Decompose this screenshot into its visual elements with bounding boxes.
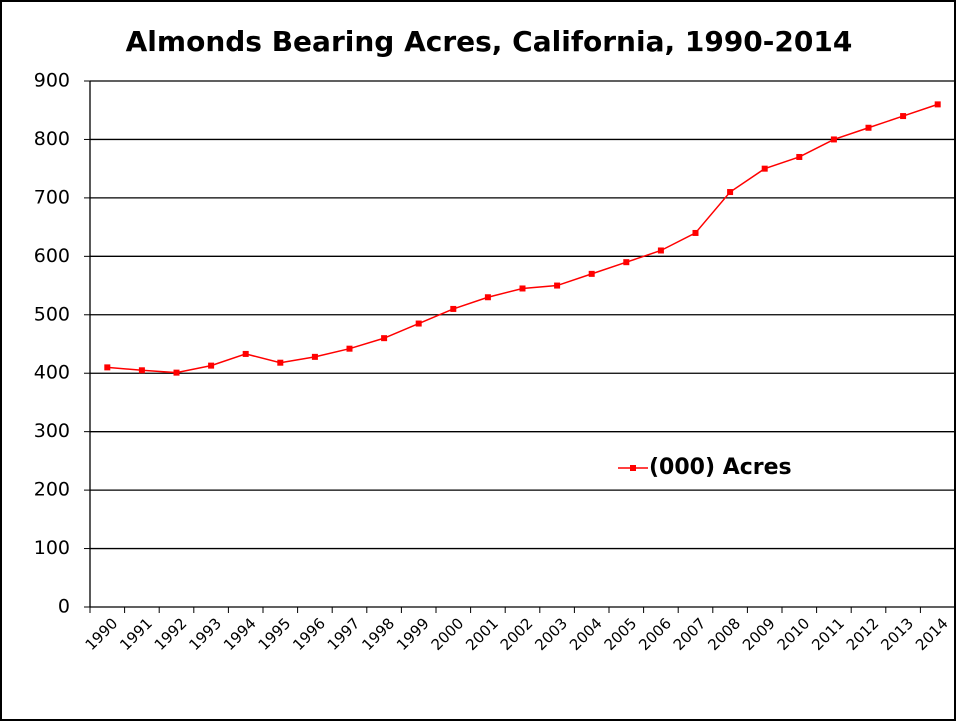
data-point <box>242 350 249 357</box>
data-point <box>830 136 837 143</box>
data-point <box>588 270 595 277</box>
chart-title: Almonds Bearing Acres, California, 1990-… <box>126 25 853 58</box>
y-tick-label: 300 <box>34 420 70 442</box>
y-tick-label: 700 <box>34 186 70 208</box>
y-tick-label: 0 <box>58 596 70 618</box>
y-tick-label: 400 <box>34 362 70 384</box>
data-point <box>381 335 388 342</box>
data-point <box>450 305 457 312</box>
y-tick-label: 100 <box>34 537 70 559</box>
data-point <box>346 345 353 352</box>
y-tick-label: 800 <box>34 128 70 150</box>
data-point <box>554 282 561 289</box>
data-point <box>138 367 145 374</box>
data-point <box>623 259 630 266</box>
legend-label: (000) Acres <box>649 455 792 480</box>
data-point <box>900 113 907 120</box>
data-point <box>415 320 422 327</box>
data-point <box>727 189 734 196</box>
data-point <box>277 359 284 366</box>
data-point <box>796 153 803 160</box>
data-point <box>761 165 768 172</box>
data-point <box>484 294 491 301</box>
legend-marker <box>630 465 636 471</box>
data-point <box>173 369 180 376</box>
y-tick-label: 600 <box>34 245 70 267</box>
data-point <box>934 101 941 108</box>
data-point <box>657 247 664 254</box>
y-tick-label: 500 <box>34 303 70 325</box>
y-tick-label: 200 <box>34 479 70 501</box>
y-tick-label: 900 <box>34 70 70 92</box>
data-point <box>208 362 215 369</box>
data-point <box>311 353 318 360</box>
data-point <box>104 364 111 371</box>
data-point <box>519 285 526 292</box>
data-point <box>865 124 872 131</box>
data-point <box>692 229 699 236</box>
